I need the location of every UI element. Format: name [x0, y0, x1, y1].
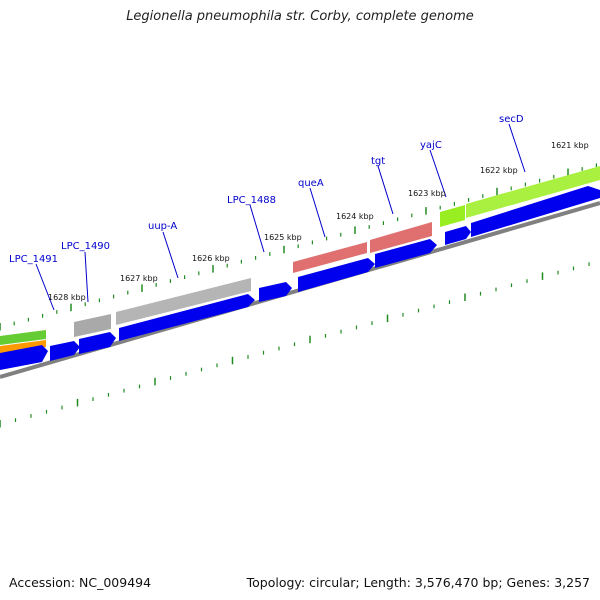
red-feature-tgt[interactable] — [370, 222, 432, 253]
leader-tgt — [377, 165, 394, 215]
cds-arrow-left[interactable] — [0, 345, 48, 370]
cds-arrow-yajc[interactable] — [445, 226, 471, 245]
tick-label-1626: 1626 kbp — [192, 254, 230, 263]
green-feature-left[interactable] — [0, 330, 46, 345]
gene-label-leaders — [35, 123, 526, 311]
cds-arrow-lpc1491[interactable] — [50, 341, 80, 361]
gray-feature-uup-a[interactable] — [116, 278, 251, 325]
tick-label-1624: 1624 kbp — [336, 212, 374, 221]
cds-arrow-uup-a[interactable] — [119, 294, 255, 341]
gene-label-yajc[interactable]: yajC — [420, 140, 442, 151]
leader-lpc1490 — [84, 251, 89, 303]
cds-arrow-lpc1490[interactable] — [79, 332, 116, 354]
red-feature-quea[interactable] — [293, 242, 367, 273]
gene-label-lpc1488[interactable]: LPC_1488 — [227, 195, 276, 206]
cds-arrow-lpc1488[interactable] — [259, 282, 292, 302]
gene-labels: LPC_1491 LPC_1490 uup-A LPC_1488 queA tg… — [9, 114, 524, 265]
leader-lpc1491 — [35, 263, 55, 311]
tick-marks — [0, 163, 598, 428]
tick-label-1627: 1627 kbp — [120, 274, 158, 283]
feature-track-upper — [0, 166, 600, 353]
tick-label-1628: 1628 kbp — [48, 293, 86, 302]
orange-feature-left[interactable] — [0, 340, 46, 353]
tick-label-1621: 1621 kbp — [551, 141, 589, 150]
gene-label-quea[interactable]: queA — [298, 178, 324, 189]
gene-label-lpc1491[interactable]: LPC_1491 — [9, 254, 58, 265]
gene-label-tgt[interactable]: tgt — [371, 156, 385, 167]
green-feature-secd[interactable] — [466, 166, 600, 218]
tick-label-1623: 1623 kbp — [408, 189, 446, 198]
leader-uup-a — [162, 231, 179, 279]
map-title: Legionella pneumophila str. Corby, compl… — [126, 9, 474, 24]
green-feature-yajc[interactable] — [440, 205, 465, 227]
leader-lpc1488 — [249, 204, 265, 253]
cds-arrow-tgt[interactable] — [375, 239, 437, 268]
gene-label-secd[interactable]: secD — [499, 114, 524, 125]
tick-label-1625: 1625 kbp — [264, 233, 302, 242]
gray-feature-lpc1490[interactable] — [74, 314, 111, 337]
topology-summary: Topology: circular; Length: 3,576,470 bp… — [246, 575, 590, 590]
leader-yajc — [429, 149, 447, 198]
gene-label-lpc1490[interactable]: LPC_1490 — [61, 241, 110, 252]
tick-label-1622: 1622 kbp — [480, 166, 518, 175]
accession-label: Accession: NC_009494 — [9, 575, 152, 590]
tick-labels: 1628 kbp 1627 kbp 1626 kbp 1625 kbp 1624… — [48, 141, 589, 302]
gene-label-uup-a[interactable]: uup-A — [148, 221, 177, 232]
cds-arrow-secd[interactable] — [471, 186, 600, 237]
cds-track — [0, 186, 600, 370]
cds-arrow-quea[interactable] — [298, 258, 375, 292]
leader-secd — [508, 123, 526, 173]
leader-quea — [309, 187, 326, 238]
